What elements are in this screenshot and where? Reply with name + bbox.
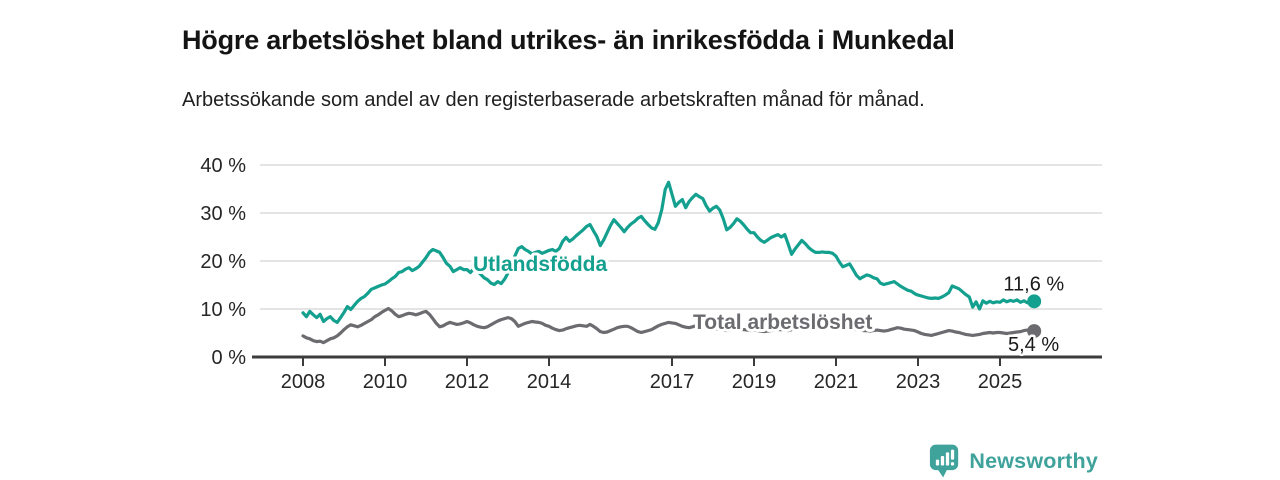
x-axis-tick-label: 2012 [445,371,490,393]
x-axis-tick-label: 2014 [527,371,572,393]
x-axis-tick-label: 2025 [978,371,1023,393]
series-line-total [301,306,1036,345]
newsworthy-logo: Newsworthy [929,443,1098,479]
x-axis-tick-label: 2021 [814,371,859,393]
y-axis-tick-label: 40 % [200,155,246,177]
end-value-label-utlandsfodda: 11,6 % [1003,273,1064,295]
chart-title: Högre arbetslöshet bland utrikes- än inr… [182,25,955,56]
y-axis-tick-label: 0 % [212,347,247,369]
x-axis-tick-label: 2023 [896,371,941,393]
series-label-total: Total arbetslöshet [693,311,872,334]
series-end-dot-utlandsfodda [1027,294,1042,309]
y-axis-tick-label: 30 % [200,203,246,225]
end-value-label-total: 5,4 % [1008,334,1059,356]
x-axis-tick-label: 2010 [363,371,408,393]
series-end-dot-total [1027,324,1042,339]
newsworthy-logo-text: Newsworthy [969,448,1098,473]
x-axis-tick-label: 2008 [281,371,326,393]
chart-subtitle: Arbetssökande som andel av den registerb… [182,89,925,111]
y-axis-tick-label: 10 % [200,299,246,321]
y-axis-tick-label: 20 % [200,251,246,273]
series-line-utlandsfodda [301,180,1036,324]
unemployment-line-chart: 0 % 10 % 20 % 30 % 40 % 2008 2010 2012 2014 2017 2… [200,155,1102,393]
newsworthy-logo-icon [930,444,959,478]
series-label-utlandsfodda: Utlandsfödda [473,253,607,276]
x-axis-tick-label: 2017 [650,371,695,393]
x-axis-tick-label: 2019 [732,371,777,393]
